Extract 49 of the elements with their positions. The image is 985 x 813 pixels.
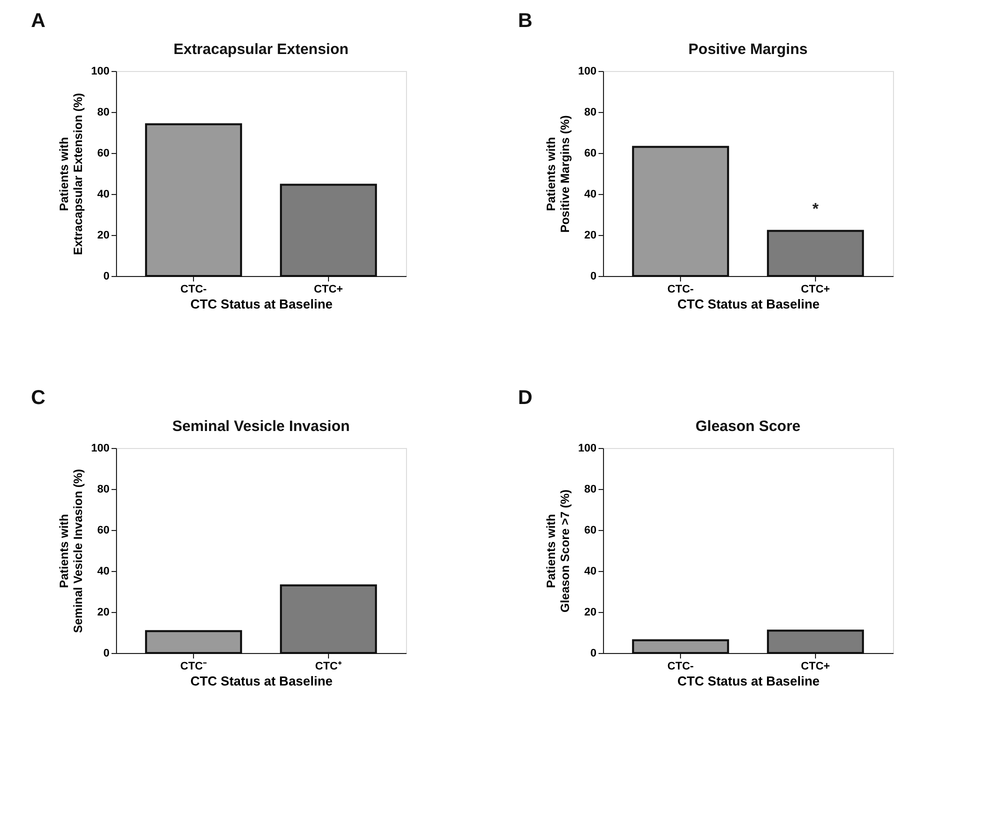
text: D [518, 387, 532, 409]
y-tick-label: 80 [97, 484, 110, 496]
chart-title: Gleason Score [695, 418, 801, 435]
y-tick-label: 0 [590, 648, 596, 660]
chart-title: Positive Margins [688, 41, 808, 58]
y-tick-label: 0 [590, 270, 596, 282]
y-axis-title: Patients with Seminal Vesicle Invasion (%) [57, 468, 86, 634]
text: A [31, 10, 46, 32]
x-tick-label: CTC+ [800, 660, 830, 672]
y-tick-label: 0 [103, 648, 110, 660]
y-tick-label: 80 [97, 106, 110, 118]
y-tick-label: 100 [578, 442, 596, 454]
y-tick-label: 40 [584, 566, 596, 578]
x-tick-label: CTC+ [314, 284, 343, 296]
y-tick-label: 20 [584, 230, 596, 242]
x-axis-title: CTC Status at Baseline [190, 674, 333, 688]
x-axis-title: CTC Status at Baseline [677, 674, 820, 688]
y-tick-label: 60 [584, 148, 596, 160]
chart-title: Extracapsular Extension [173, 41, 349, 58]
y-tick-label: 100 [91, 66, 110, 78]
x-axis-title: CTC Status at Baseline [677, 296, 820, 312]
x-tick-label: CTC+ [800, 284, 830, 296]
y-tick-label: 20 [97, 230, 110, 242]
y-axis-title: Patients with Extracapsular Extension (%) [57, 92, 86, 256]
text: C [31, 387, 46, 409]
x-tick-label: CTC⁺ [315, 660, 342, 672]
y-tick-label: 0 [103, 270, 110, 282]
y-tick-label: 60 [584, 524, 596, 536]
x-tick-label: CTC- [180, 284, 208, 296]
y-tick-label: 20 [97, 606, 110, 618]
chart-title: Seminal Vesicle Invasion [172, 418, 350, 435]
y-tick-label: 60 [97, 524, 110, 536]
annotation: * [812, 200, 820, 218]
y-tick-label: 80 [584, 484, 596, 496]
y-tick-label: 100 [578, 66, 596, 78]
y-tick-label: 40 [97, 566, 110, 578]
x-tick-label: CTC⁻ [180, 660, 207, 672]
x-tick-label: CTC- [667, 284, 694, 296]
y-tick-label: 60 [97, 148, 110, 160]
y-axis-title: Patients with Positive Margins (%) [544, 115, 572, 233]
y-tick-label: 80 [584, 106, 596, 118]
y-tick-label: 20 [584, 606, 596, 618]
text: B [518, 10, 532, 32]
y-tick-label: 40 [584, 188, 596, 200]
y-axis-title: Patients with Gleason Score >7 (%) [544, 489, 572, 613]
y-tick-label: 100 [91, 442, 110, 454]
x-axis-title: CTC Status at Baseline [190, 296, 333, 312]
x-tick-label: CTC- [667, 660, 694, 672]
y-tick-label: 40 [97, 188, 110, 200]
